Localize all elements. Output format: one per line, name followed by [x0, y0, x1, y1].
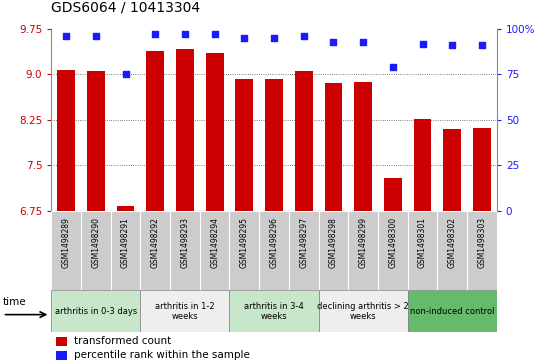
Bar: [295, 71, 313, 211]
Text: GSM1498292: GSM1498292: [151, 217, 160, 268]
Bar: [437, 211, 467, 290]
Bar: [354, 82, 372, 211]
Point: [269, 35, 279, 41]
Text: GSM1498296: GSM1498296: [269, 217, 279, 268]
Bar: [259, 211, 289, 290]
Bar: [378, 211, 408, 290]
Text: GSM1498293: GSM1498293: [180, 217, 190, 268]
Bar: [230, 211, 259, 290]
Bar: [230, 290, 319, 332]
Text: arthritis in 1-2
weeks: arthritis in 1-2 weeks: [155, 302, 215, 321]
Text: GSM1498291: GSM1498291: [121, 217, 130, 268]
Bar: [319, 211, 348, 290]
Text: declining arthritis > 2
weeks: declining arthritis > 2 weeks: [318, 302, 409, 321]
Bar: [51, 211, 81, 290]
Bar: [81, 211, 111, 290]
Text: GSM1498294: GSM1498294: [210, 217, 219, 268]
Text: time: time: [3, 297, 26, 307]
Text: arthritis in 0-3 days: arthritis in 0-3 days: [55, 307, 137, 316]
Bar: [206, 53, 224, 211]
Text: transformed count: transformed count: [73, 337, 171, 346]
Bar: [467, 211, 497, 290]
Bar: [408, 290, 497, 332]
Bar: [325, 83, 342, 211]
Bar: [319, 290, 408, 332]
Bar: [473, 128, 491, 211]
Text: GSM1498303: GSM1498303: [477, 217, 487, 268]
Bar: [140, 290, 230, 332]
Bar: [87, 71, 105, 211]
Text: arthritis in 3-4
weeks: arthritis in 3-4 weeks: [244, 302, 304, 321]
Bar: [51, 290, 140, 332]
Point: [240, 35, 248, 41]
Bar: [176, 49, 194, 211]
Bar: [140, 211, 170, 290]
Bar: [111, 211, 140, 290]
Bar: [170, 211, 200, 290]
Text: GDS6064 / 10413304: GDS6064 / 10413304: [51, 0, 200, 15]
Bar: [289, 211, 319, 290]
Bar: [235, 79, 253, 211]
Point: [180, 32, 189, 37]
Text: GSM1498297: GSM1498297: [299, 217, 308, 268]
Bar: [56, 351, 67, 360]
Bar: [384, 179, 402, 211]
Point: [210, 32, 219, 37]
Bar: [146, 52, 164, 211]
Point: [448, 42, 456, 48]
Text: GSM1498299: GSM1498299: [359, 217, 368, 268]
Point: [91, 33, 100, 39]
Text: GSM1498302: GSM1498302: [448, 217, 457, 268]
Text: GSM1498289: GSM1498289: [62, 217, 71, 268]
Bar: [200, 211, 230, 290]
Point: [388, 64, 397, 70]
Bar: [57, 70, 75, 211]
Point: [151, 32, 160, 37]
Bar: [408, 211, 437, 290]
Bar: [265, 79, 283, 211]
Text: GSM1498300: GSM1498300: [388, 217, 397, 268]
Point: [477, 42, 486, 48]
Point: [121, 72, 130, 77]
Bar: [414, 119, 431, 211]
Point: [62, 33, 70, 39]
Bar: [443, 129, 461, 211]
Text: GSM1498301: GSM1498301: [418, 217, 427, 268]
Point: [359, 39, 367, 45]
Text: GSM1498290: GSM1498290: [91, 217, 100, 268]
Point: [299, 33, 308, 39]
Text: percentile rank within the sample: percentile rank within the sample: [73, 350, 249, 360]
Text: GSM1498298: GSM1498298: [329, 217, 338, 268]
Bar: [117, 206, 134, 211]
Point: [418, 41, 427, 46]
Text: non-induced control: non-induced control: [410, 307, 495, 316]
Text: GSM1498295: GSM1498295: [240, 217, 249, 268]
Bar: [348, 211, 378, 290]
Bar: [56, 337, 67, 346]
Point: [329, 39, 338, 45]
